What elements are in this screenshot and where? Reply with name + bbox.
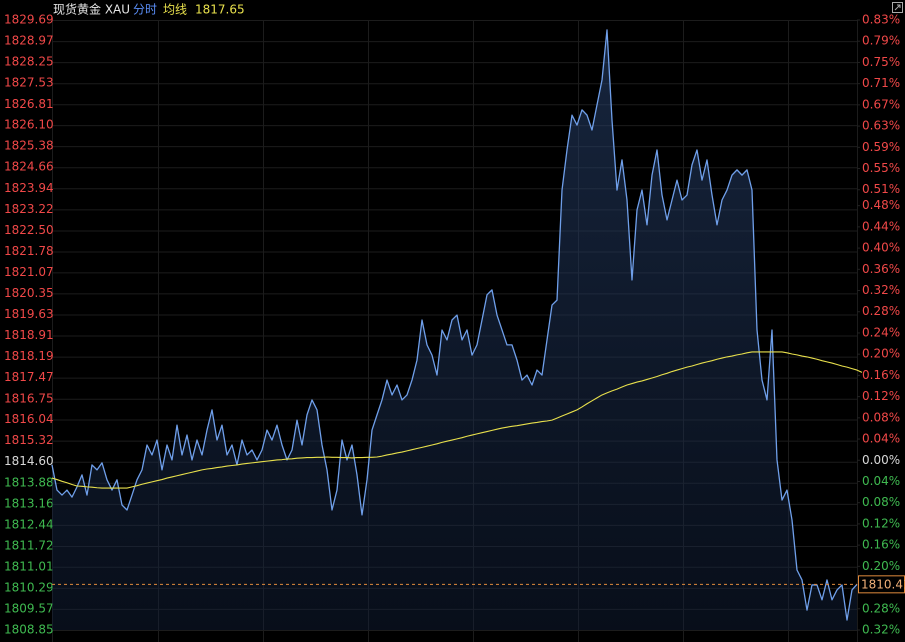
y2-tick-label: 0.32% [862, 623, 900, 637]
legend-label: 均线 [163, 3, 187, 17]
legend-label: 分时 [133, 3, 157, 17]
expand-icon[interactable] [892, 2, 903, 13]
y-tick-label: 1819.63 [4, 307, 54, 321]
y2-tick-label: 0.16% [862, 368, 900, 382]
y2-tick-label: 0.44% [862, 219, 900, 233]
price-line [51, 29, 858, 621]
average-line [51, 351, 863, 489]
y-tick-label: 1813.88 [4, 475, 54, 489]
y2-tick-label: 0.59% [862, 140, 900, 154]
y-tick-label: 1821.78 [4, 244, 54, 258]
price-area [52, 29, 857, 630]
y-tick-label: 1810.29 [4, 580, 54, 594]
y2-tick-label: 0.12% [862, 516, 900, 530]
y-tick-label: 1811.01 [4, 559, 54, 573]
y2-tick-label: 0.24% [862, 325, 900, 339]
y-tick-label: 1820.35 [4, 286, 54, 300]
y2-tick-label: 0.83% [862, 13, 900, 27]
last-price-label: 1810.41 [861, 577, 905, 591]
y2-tick-label: 0.08% [862, 410, 900, 424]
y-tick-label: 1809.57 [4, 601, 54, 615]
y2-tick-label: 0.20% [862, 559, 900, 573]
y2-tick-label: 0.48% [862, 198, 900, 212]
y-tick-label: 1827.53 [4, 76, 54, 90]
icon-arrow[interactable] [894, 4, 901, 11]
y2-tick-label: 0.16% [862, 538, 900, 552]
y2-tick-label: 0.08% [862, 495, 900, 509]
y2-tick-label: 0.12% [862, 389, 900, 403]
y2-tick-label: 0.51% [862, 182, 900, 196]
y2-tick-label: 0.55% [862, 161, 900, 175]
y-tick-label: 1808.85 [4, 623, 54, 637]
y-tick-label: 1815.32 [4, 433, 54, 447]
y-tick-label: 1828.97 [4, 34, 54, 48]
y-tick-label: 1812.44 [4, 517, 54, 531]
y2-tick-label: 0.71% [862, 76, 900, 90]
y-tick-label: 1825.38 [4, 139, 54, 153]
y-tick-label: 1816.75 [4, 391, 54, 405]
y-tick-label: 1823.22 [4, 202, 54, 216]
y2-tick-label: 0.32% [862, 283, 900, 297]
y-tick-label: 1822.50 [4, 223, 54, 237]
y2-tick-label: 0.67% [862, 97, 900, 111]
y2-tick-label: 0.00% [862, 453, 900, 467]
y2-tick-label: 0.75% [862, 55, 900, 69]
y2-tick-label: 0.04% [862, 474, 900, 488]
y-tick-label: 1816.04 [4, 412, 54, 426]
y2-tick-label: 0.40% [862, 241, 900, 255]
y-tick-label: 1817.47 [4, 370, 54, 384]
y-tick-label: 1829.69 [4, 13, 54, 27]
y2-tick-label: 0.28% [862, 601, 900, 615]
y-tick-label: 1828.25 [4, 55, 54, 69]
y-tick-label: 1826.10 [4, 118, 54, 132]
y-tick-label: 1818.19 [4, 349, 54, 363]
ma-value: 1817.65 [195, 3, 245, 17]
y2-tick-label: 0.04% [862, 432, 900, 446]
y2-tick-label: 0.36% [862, 262, 900, 276]
y2-tick-label: 0.28% [862, 304, 900, 318]
y-tick-label: 1823.94 [4, 181, 54, 195]
y-tick-label: 1818.91 [4, 328, 54, 342]
y-tick-label: 1824.66 [4, 160, 54, 174]
y2-tick-label: 0.79% [862, 34, 900, 48]
y-tick-label: 1811.72 [4, 538, 54, 552]
icon-frame[interactable] [892, 2, 903, 13]
chart-title: 现货黄金 XAU [53, 2, 130, 17]
y2-tick-label: 0.20% [862, 347, 900, 361]
y-tick-label: 1813.16 [4, 496, 54, 510]
y2-tick-label: 0.63% [862, 119, 900, 133]
y-tick-label: 1814.60 [4, 454, 54, 468]
y-tick-label: 1826.81 [4, 97, 54, 111]
y-tick-label: 1821.07 [4, 265, 54, 279]
